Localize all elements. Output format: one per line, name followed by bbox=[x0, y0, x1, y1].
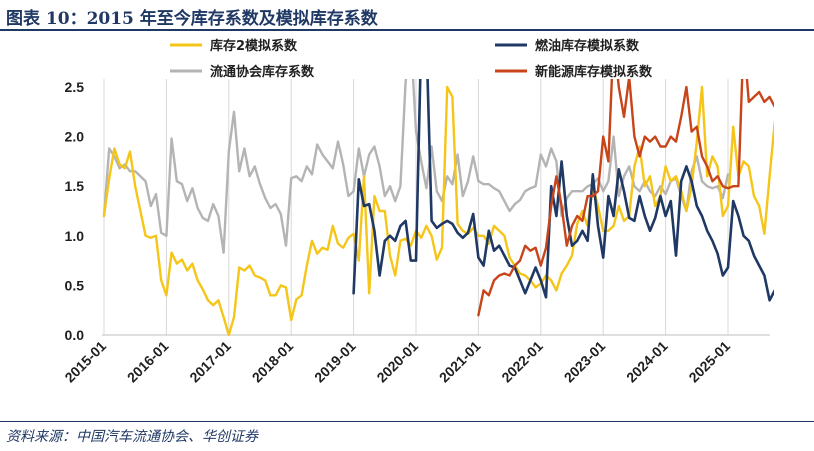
x-tick-label: 2024-01 bbox=[623, 338, 671, 386]
x-tick-label: 2016-01 bbox=[124, 338, 172, 386]
x-tick-label: 2019-01 bbox=[311, 338, 359, 386]
source-divider bbox=[0, 421, 814, 422]
series-line-fuel-model-coefficient bbox=[352, 79, 774, 302]
x-tick-label: 2018-01 bbox=[249, 338, 297, 386]
series-line-nev-model-coefficient bbox=[477, 79, 774, 317]
x-tick-label: 2025-01 bbox=[685, 338, 733, 386]
series-line-circulation-coefficient bbox=[102, 79, 730, 254]
x-tick-label: 2020-01 bbox=[373, 338, 421, 386]
y-tick-label: 1.0 bbox=[65, 228, 85, 244]
x-tick-label: 2017-01 bbox=[186, 338, 234, 386]
legend-label-model2-coefficient: 库存2模拟系数 bbox=[210, 38, 298, 54]
legend-label-nev-model-coefficient: 新能源库存模拟系数 bbox=[535, 64, 653, 80]
series-layer bbox=[102, 79, 774, 337]
y-tick-label: 0.0 bbox=[65, 327, 85, 343]
legend-label-fuel-model-coefficient: 燃油库存模拟系数 bbox=[535, 38, 640, 54]
x-tick-label: 2015-01 bbox=[61, 338, 109, 386]
chart-title: 图表 10：2015 年至今库存系数及模拟库存系数 bbox=[6, 9, 378, 29]
source-note: 资料来源：中国汽车流通协会、华创证券 bbox=[6, 429, 258, 445]
x-tick-label: 2021-01 bbox=[436, 338, 484, 386]
y-tick-label: 1.5 bbox=[65, 178, 85, 194]
x-tick-label: 2023-01 bbox=[561, 338, 609, 386]
chart-canvas: 2015-01 2016-01 2017-01 2018-01 2019-01 2020-… bbox=[61, 38, 774, 386]
x-tick-label: 2022-01 bbox=[498, 338, 546, 386]
legend-label-circulation-coefficient: 流通协会库存系数 bbox=[210, 64, 315, 80]
title-divider bbox=[0, 29, 814, 31]
y-tick-label: 2.0 bbox=[65, 129, 85, 145]
y-tick-label: 2.5 bbox=[65, 79, 85, 95]
y-tick-label: 0.5 bbox=[65, 277, 85, 293]
